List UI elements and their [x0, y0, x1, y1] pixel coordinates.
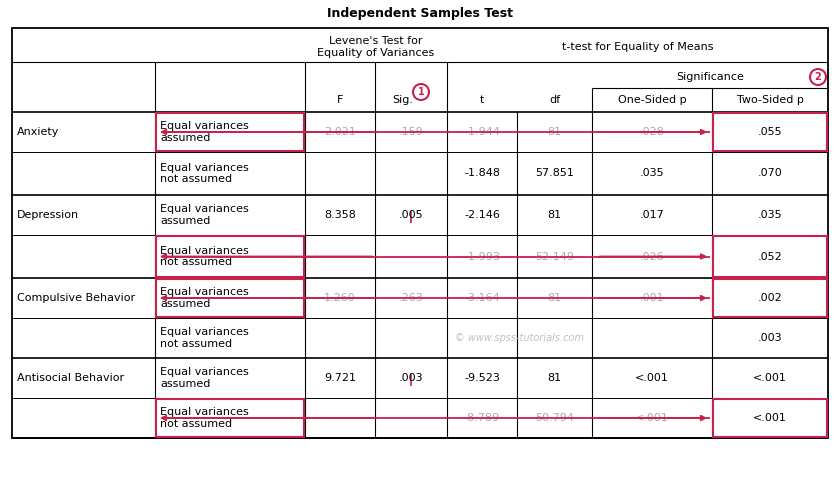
Text: .035: .035 — [758, 210, 782, 220]
Text: Equal variances
not assumed: Equal variances not assumed — [160, 327, 249, 349]
Bar — [156, 113, 304, 151]
Text: 81: 81 — [548, 293, 562, 303]
Text: 81: 81 — [548, 127, 562, 137]
Bar — [713, 236, 827, 277]
Text: 8.358: 8.358 — [324, 210, 356, 220]
Text: 1.260: 1.260 — [324, 293, 356, 303]
Text: Equal variances
assumed: Equal variances assumed — [160, 121, 249, 143]
Text: .055: .055 — [758, 127, 782, 137]
Text: <.001: <.001 — [753, 413, 787, 423]
Bar — [12, 28, 828, 438]
Text: t: t — [480, 95, 484, 105]
Text: -8.789: -8.789 — [464, 413, 500, 423]
Text: .001: .001 — [640, 293, 664, 303]
Text: -1.944: -1.944 — [464, 127, 500, 137]
Text: .003: .003 — [399, 373, 423, 383]
Text: 81: 81 — [548, 210, 562, 220]
Text: 50.794: 50.794 — [535, 413, 574, 423]
Text: .002: .002 — [758, 293, 782, 303]
Text: .026: .026 — [639, 251, 664, 262]
Text: .005: .005 — [399, 210, 423, 220]
Text: Equal variances
assumed: Equal variances assumed — [160, 367, 249, 389]
Text: Antisocial Behavior: Antisocial Behavior — [17, 373, 124, 383]
Text: .159: .159 — [399, 127, 423, 137]
Text: .070: .070 — [758, 168, 782, 178]
Text: <.001: <.001 — [635, 373, 669, 383]
Text: 2: 2 — [815, 72, 822, 82]
Text: 9.721: 9.721 — [324, 373, 356, 383]
Text: -9.523: -9.523 — [464, 373, 500, 383]
Text: .017: .017 — [639, 210, 664, 220]
Text: .028: .028 — [639, 127, 664, 137]
Text: Depression: Depression — [17, 210, 79, 220]
Bar — [156, 236, 304, 277]
Text: t-test for Equality of Means: t-test for Equality of Means — [562, 42, 713, 52]
Text: <.001: <.001 — [635, 413, 669, 423]
Text: Sig.: Sig. — [392, 95, 413, 105]
Text: 57.851: 57.851 — [535, 168, 574, 178]
Bar — [156, 399, 304, 437]
Text: Equal variances
assumed: Equal variances assumed — [160, 204, 249, 226]
Text: .035: .035 — [640, 168, 664, 178]
Text: Independent Samples Test: Independent Samples Test — [327, 7, 513, 20]
Bar — [156, 279, 304, 317]
Text: Anxiety: Anxiety — [17, 127, 60, 137]
Text: One-Sided p: One-Sided p — [617, 95, 686, 105]
Text: -3.164: -3.164 — [465, 293, 500, 303]
Text: Equal variances
assumed: Equal variances assumed — [160, 287, 249, 309]
Text: Two-Sided p: Two-Sided p — [737, 95, 803, 105]
Text: <.001: <.001 — [753, 373, 787, 383]
Bar — [713, 113, 827, 151]
Text: .052: .052 — [758, 251, 782, 262]
Text: © www.spss-tutorials.com: © www.spss-tutorials.com — [455, 333, 584, 343]
Text: F: F — [337, 95, 344, 105]
Bar — [713, 279, 827, 317]
Text: df: df — [549, 95, 560, 105]
Text: 1: 1 — [417, 87, 424, 97]
Text: .263: .263 — [399, 293, 423, 303]
Text: Levene's Test for
Equality of Variances: Levene's Test for Equality of Variances — [318, 36, 434, 58]
Text: .003: .003 — [758, 333, 782, 343]
Text: 52.149: 52.149 — [535, 251, 574, 262]
Text: -2.146: -2.146 — [464, 210, 500, 220]
Text: -1.993: -1.993 — [464, 251, 500, 262]
Text: Compulsive Behavior: Compulsive Behavior — [17, 293, 135, 303]
Text: Equal variances
not assumed: Equal variances not assumed — [160, 407, 249, 429]
Text: Equal variances
not assumed: Equal variances not assumed — [160, 163, 249, 184]
Text: Significance: Significance — [676, 72, 744, 82]
Text: 2.021: 2.021 — [324, 127, 356, 137]
Bar — [713, 399, 827, 437]
Text: 81: 81 — [548, 373, 562, 383]
Text: Equal variances
not assumed: Equal variances not assumed — [160, 246, 249, 267]
Text: -1.848: -1.848 — [464, 168, 500, 178]
